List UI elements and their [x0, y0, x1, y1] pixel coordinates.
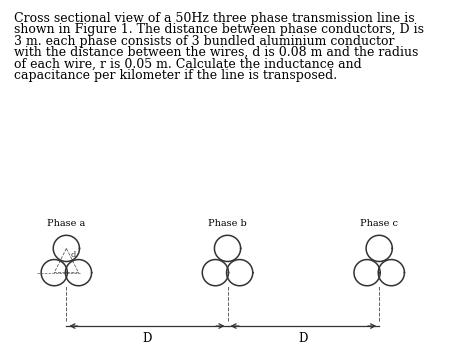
Text: Phase c: Phase c	[360, 219, 398, 228]
Text: capacitance per kilometer if the line is transposed.: capacitance per kilometer if the line is…	[14, 69, 337, 82]
Text: 3 m. each phase consists of 3 bundled aluminium conductor: 3 m. each phase consists of 3 bundled al…	[14, 35, 395, 48]
Text: Cross sectional view of a 50Hz three phase transmission line is: Cross sectional view of a 50Hz three pha…	[14, 12, 415, 25]
Text: of each wire, r is 0.05 m. Calculate the inductance and: of each wire, r is 0.05 m. Calculate the…	[14, 58, 362, 71]
Text: D: D	[142, 332, 152, 345]
Text: Phase b: Phase b	[208, 219, 247, 228]
Text: d: d	[70, 251, 75, 259]
Text: Phase a: Phase a	[47, 219, 85, 228]
Text: shown in Figure 1. The distance between phase conductors, D is: shown in Figure 1. The distance between …	[14, 23, 424, 37]
Text: with the distance between the wires, d is 0.08 m and the radius: with the distance between the wires, d i…	[14, 46, 419, 59]
Text: D: D	[299, 332, 308, 345]
